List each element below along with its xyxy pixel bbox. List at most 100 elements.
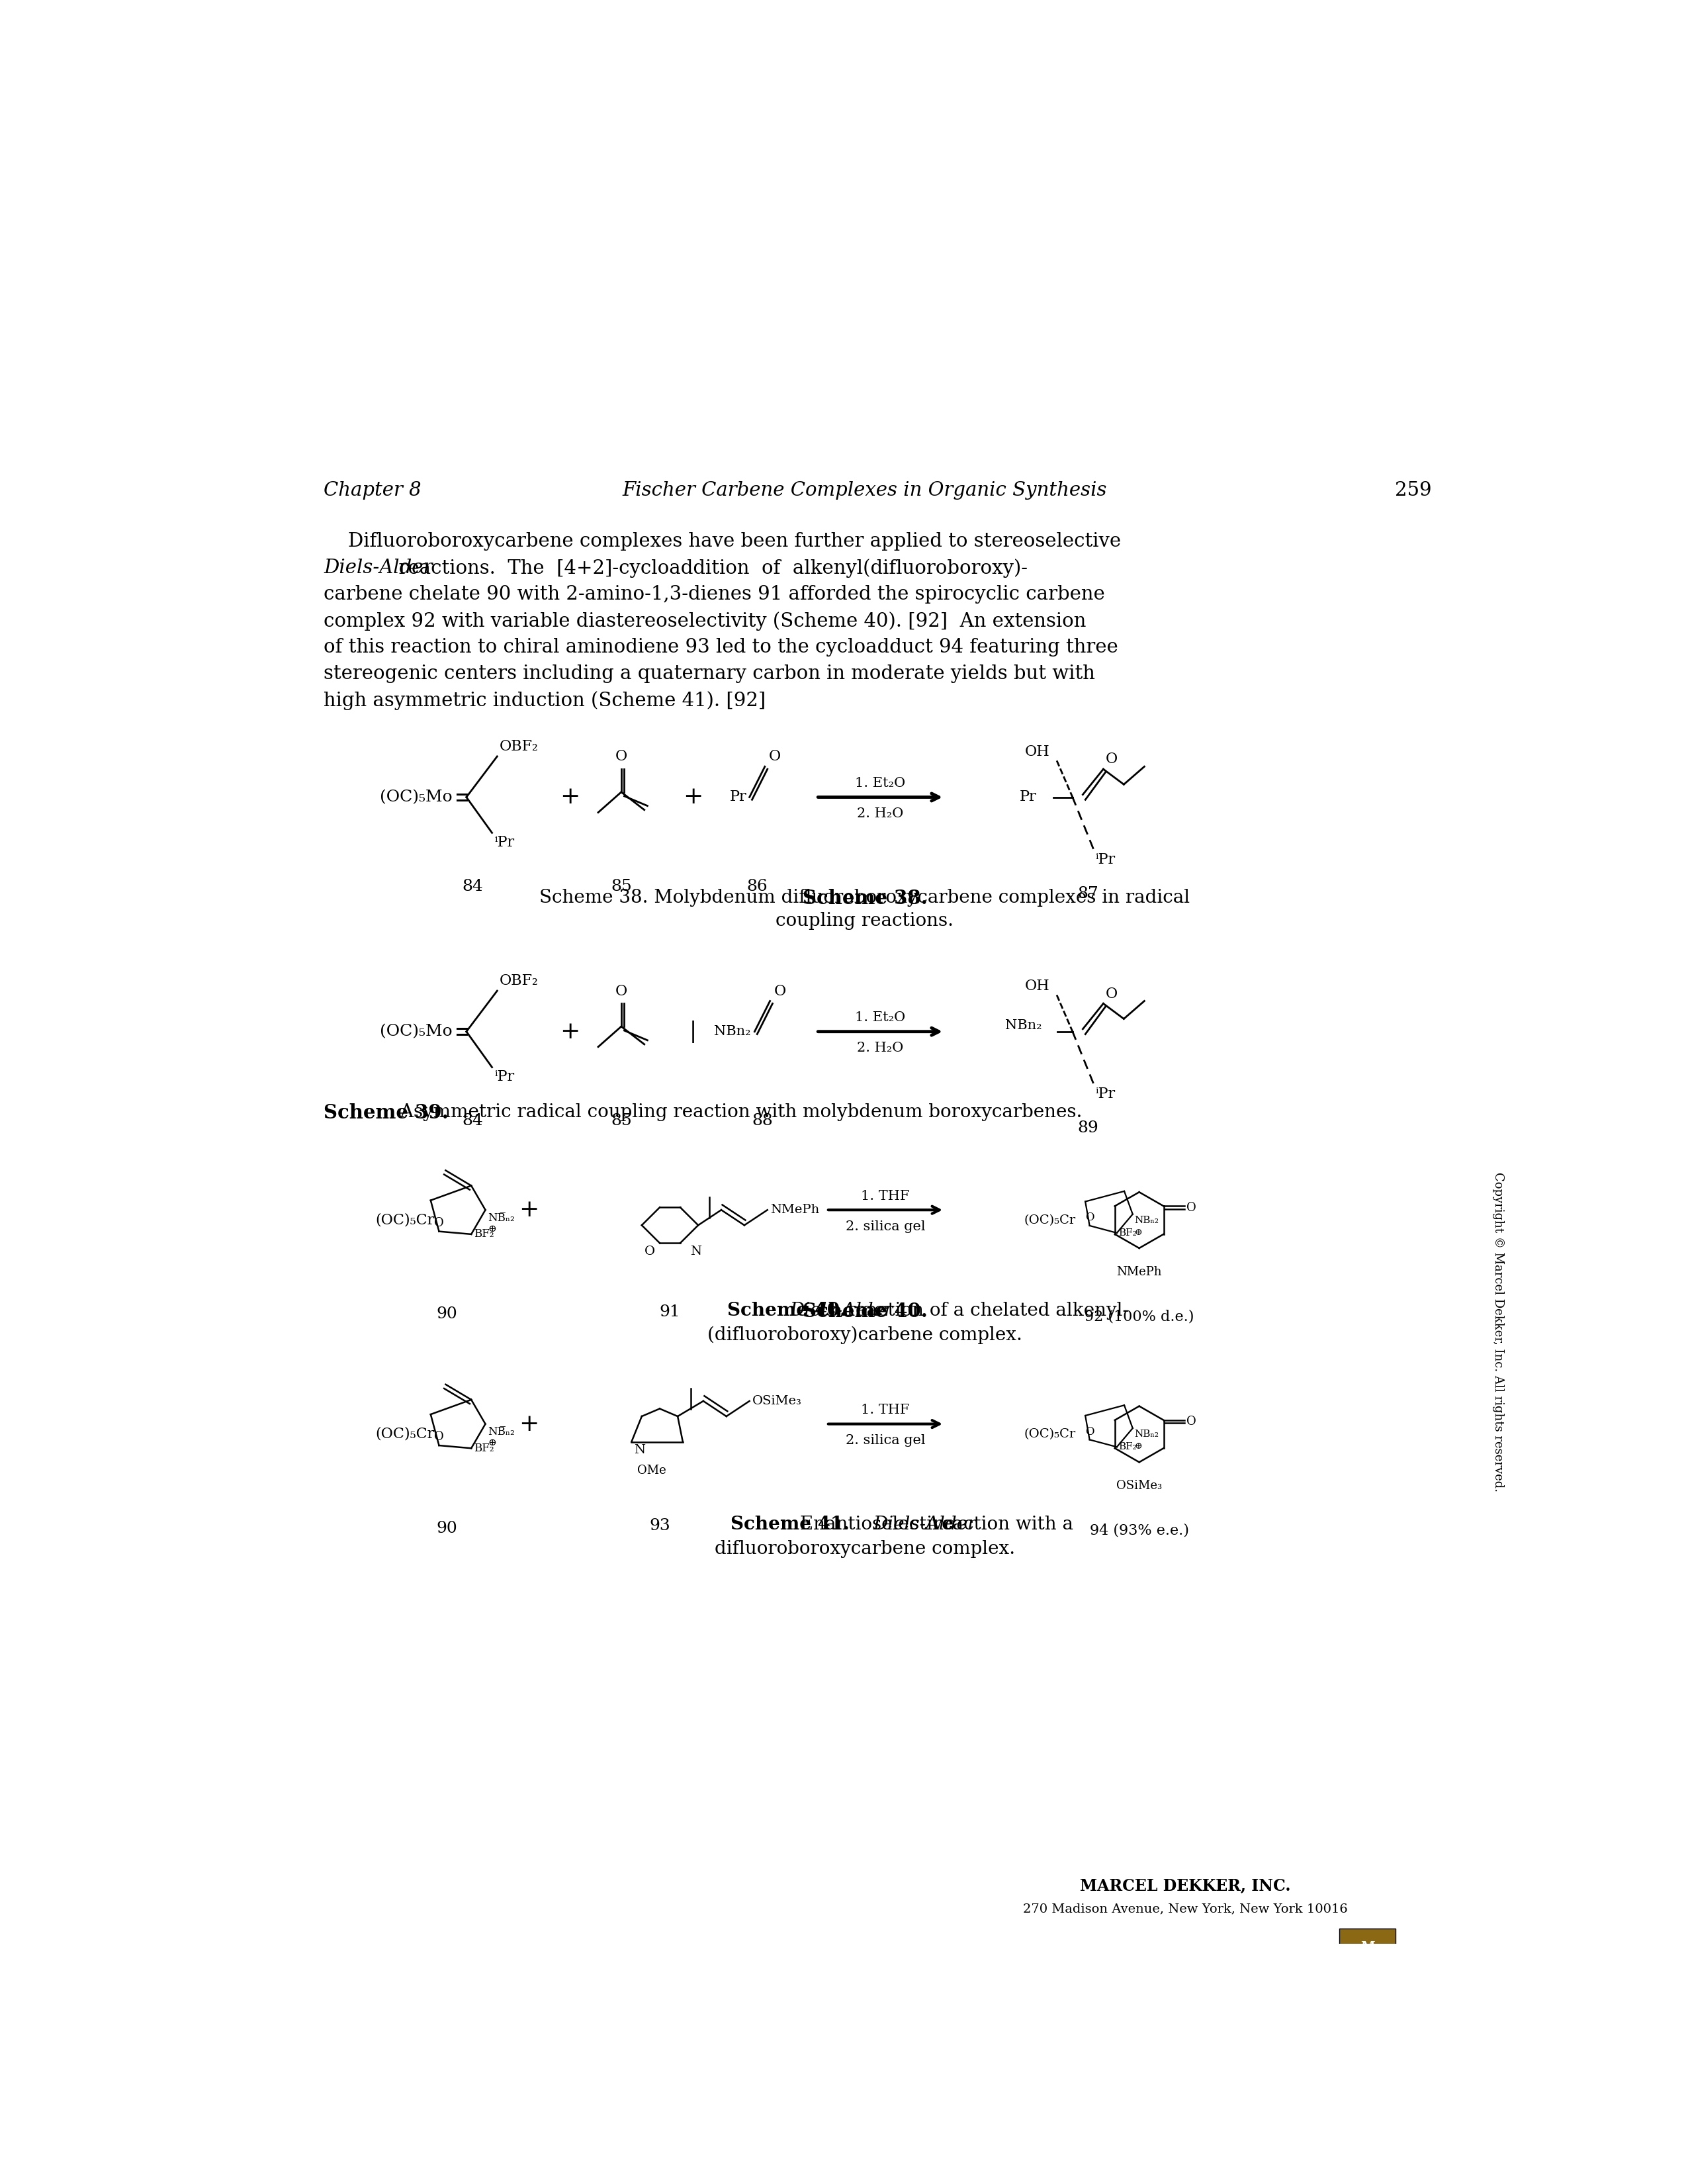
Text: 1. Et₂O: 1. Et₂O [856,778,905,791]
Text: 86: 86 [746,878,768,893]
Text: +: + [684,786,704,808]
Text: 84: 84 [463,878,483,893]
Text: 88: 88 [751,1114,773,1129]
Text: NB̅ₙ₂: NB̅ₙ₂ [488,1212,515,1223]
Text: O: O [1085,1212,1094,1223]
Text: OBF₂: OBF₂ [500,738,538,753]
Text: BF₂: BF₂ [474,1230,495,1241]
Text: BF₂: BF₂ [1119,1441,1136,1452]
Text: reactions.  The  [4+2]-cycloaddition  of  alkenyl(difluoroboroxy)-: reactions. The [4+2]-cycloaddition of al… [387,559,1028,579]
Text: OBF₂: OBF₂ [500,974,538,987]
Text: 2. silica gel: 2. silica gel [846,1221,925,1232]
Text: BF₂: BF₂ [1119,1227,1136,1238]
Text: ⁱPr: ⁱPr [1096,852,1116,867]
Text: 1. THF: 1. THF [861,1190,910,1201]
Text: O: O [1187,1201,1197,1214]
Text: Scheme 40.: Scheme 40. [802,1302,927,1321]
Text: (difluoroboroxy)carbene complex.: (difluoroboroxy)carbene complex. [707,1326,1023,1343]
Text: O: O [775,983,787,998]
Text: O: O [434,1431,444,1444]
Text: 93: 93 [650,1518,670,1533]
Text: +: + [560,786,581,808]
Text: Scheme 40.: Scheme 40. [728,1302,846,1319]
Text: O: O [645,1245,655,1258]
Text: ⁱPr: ⁱPr [495,1070,515,1085]
Text: |: | [689,1020,697,1042]
Text: OMe: OMe [638,1465,667,1476]
Text: 92 (100% d.e.): 92 (100% d.e.) [1084,1310,1193,1324]
Text: NB̅ₙ₂: NB̅ₙ₂ [488,1426,515,1437]
Text: 2. silica gel: 2. silica gel [846,1435,925,1446]
Text: NBₙ₂: NBₙ₂ [1134,1216,1158,1225]
Text: MARCEL DEKKER, INC.: MARCEL DEKKER, INC. [1080,1878,1291,1894]
Text: ⊕: ⊕ [1134,1441,1141,1450]
Text: Scheme 41.: Scheme 41. [731,1516,849,1533]
Text: +: + [518,1413,538,1435]
Text: Fischer Carbene Complexes in Organic Synthesis: Fischer Carbene Complexes in Organic Syn… [623,480,1107,500]
Text: M
D: M D [1361,1942,1374,1968]
Text: Copyright © Marcel Dekker, Inc. All rights reserved.: Copyright © Marcel Dekker, Inc. All righ… [1492,1173,1504,1492]
Text: (OC)₅Cr: (OC)₅Cr [375,1212,434,1227]
Text: 89: 89 [1077,1120,1099,1136]
Text: O: O [1187,1415,1197,1428]
Text: OSiMe₃: OSiMe₃ [1116,1481,1161,1492]
Text: 94 (93% e.e.): 94 (93% e.e.) [1089,1524,1188,1538]
Text: Difluoroboroxycarbene complexes have been further applied to stereoselective: Difluoroboroxycarbene complexes have bee… [324,533,1121,550]
FancyBboxPatch shape [1339,1928,1396,1979]
Text: ⊕: ⊕ [488,1225,496,1234]
Text: NBₙ₂: NBₙ₂ [1134,1431,1158,1439]
Text: 84: 84 [463,1114,483,1129]
Text: carbene chelate 90 with 2-amino-1,3-dienes 91 afforded the spirocyclic carbene: carbene chelate 90 with 2-amino-1,3-dien… [324,585,1106,603]
Text: O: O [1085,1426,1094,1437]
Text: +: + [560,1020,581,1042]
Text: O: O [1106,751,1117,767]
Text: (OC)₅Mo: (OC)₅Mo [380,1024,452,1040]
Text: NBn₂: NBn₂ [714,1024,751,1037]
Text: O: O [1106,987,1117,1000]
Text: 87: 87 [1077,887,1099,902]
Text: Pr: Pr [1020,791,1036,804]
Text: Scheme 39.: Scheme 39. [324,1103,449,1123]
Text: 85: 85 [611,878,631,893]
Text: NBn₂: NBn₂ [1004,1020,1041,1031]
Text: Diels-Alder: Diels-Alder [873,1516,977,1533]
Text: N: N [635,1444,645,1457]
Text: 2. H₂O: 2. H₂O [858,1042,903,1055]
Text: 1. Et₂O: 1. Et₂O [856,1011,905,1024]
Text: Enantioselective: Enantioselective [793,1516,959,1533]
Text: 1. THF: 1. THF [861,1404,910,1415]
Text: 91: 91 [660,1304,680,1319]
Text: 270 Madison Avenue, New York, New York 10016: 270 Madison Avenue, New York, New York 1… [1023,1902,1347,1915]
Text: OH: OH [1025,745,1050,760]
Text: 2. H₂O: 2. H₂O [858,808,903,819]
Text: O: O [770,749,782,764]
Text: stereogenic centers including a quaternary carbon in moderate yields but with: stereogenic centers including a quaterna… [324,664,1096,684]
Text: O: O [614,983,628,998]
Text: (OC)₅Cr: (OC)₅Cr [1025,1214,1075,1225]
Text: ⊕: ⊕ [488,1439,496,1448]
Text: ⁱPr: ⁱPr [1096,1088,1116,1101]
Text: BF₂: BF₂ [474,1444,495,1455]
Text: O: O [434,1216,444,1230]
Text: coupling reactions.: coupling reactions. [776,913,954,930]
Text: OSiMe₃: OSiMe₃ [753,1396,802,1406]
Text: Scheme 38. Molybdenum difluoroboroxycarbene complexes in radical: Scheme 38. Molybdenum difluoroboroxycarb… [540,889,1190,906]
Text: 85: 85 [611,1114,631,1129]
Text: (OC)₅Cr: (OC)₅Cr [1025,1428,1075,1439]
Text: difluoroboroxycarbene complex.: difluoroboroxycarbene complex. [714,1540,1014,1557]
Text: complex 92 with variable diastereoselectivity (Scheme 40). [92]  An extension: complex 92 with variable diastereoselect… [324,612,1087,631]
Text: O: O [614,749,628,764]
Text: reaction with a: reaction with a [927,1516,1074,1533]
Text: Scheme 38.: Scheme 38. [802,889,927,909]
Text: of this reaction to chiral aminodiene 93 led to the cycloadduct 94 featuring thr: of this reaction to chiral aminodiene 93… [324,638,1119,657]
Text: Diels-Alder: Diels-Alder [324,559,432,577]
Text: 259: 259 [1394,480,1431,500]
Text: ⊕: ⊕ [1134,1227,1141,1236]
Text: +: + [518,1199,538,1221]
Text: Chapter 8: Chapter 8 [324,480,422,500]
Text: NMePh: NMePh [770,1203,819,1216]
Text: ⁱPr: ⁱPr [495,834,515,850]
Text: (OC)₅Cr: (OC)₅Cr [375,1426,434,1441]
Text: (OC)₅Mo: (OC)₅Mo [380,791,452,804]
Text: NMePh: NMePh [1116,1267,1161,1278]
